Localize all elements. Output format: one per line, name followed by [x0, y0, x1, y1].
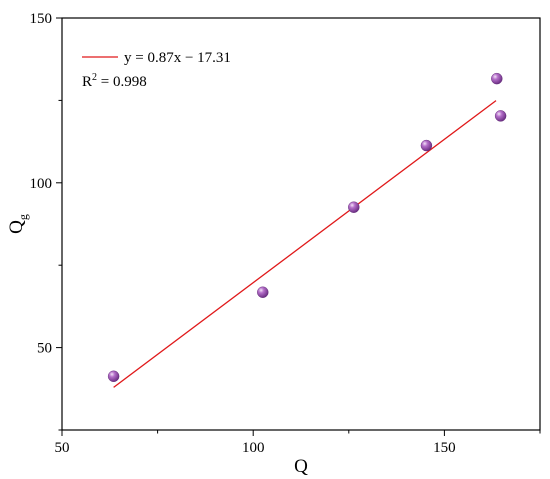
x-tick-label: 150 — [433, 440, 456, 456]
r-squared-annotation: R2 = 0.998 — [82, 72, 147, 90]
fit-line — [113, 100, 497, 388]
scatter-point — [107, 370, 120, 382]
r2-superscript: 2 — [92, 72, 97, 83]
scatter-point — [494, 110, 507, 122]
plot-frame — [61, 17, 541, 431]
r2-main: R — [82, 74, 92, 90]
y-axis-label-main: Q — [6, 220, 27, 234]
r2-rest: = 0.998 — [97, 74, 147, 90]
x-tick-label: 50 — [55, 440, 70, 456]
scatter-point — [420, 139, 433, 152]
y-axis-label-subscript: g — [16, 214, 30, 220]
y-tick-label: 150 — [30, 11, 53, 27]
x-axis-label: Q — [294, 456, 308, 477]
y-tick-label: 50 — [37, 341, 52, 357]
scatter-point — [491, 72, 503, 85]
x-tick-label: 100 — [242, 440, 265, 456]
legend-fit-equation: y = 0.87x − 17.31 — [124, 50, 231, 66]
chart-marks — [107, 72, 507, 388]
axis-ticks: 50 100 150 50 100 150 — [30, 11, 541, 456]
legend: y = 0.87x − 17.31 R2 = 0.998 — [82, 50, 231, 90]
scatter-point — [257, 286, 269, 298]
y-tick-label: 100 — [30, 176, 53, 192]
y-axis-label: Qg — [6, 214, 30, 234]
scatter-point — [348, 201, 360, 213]
